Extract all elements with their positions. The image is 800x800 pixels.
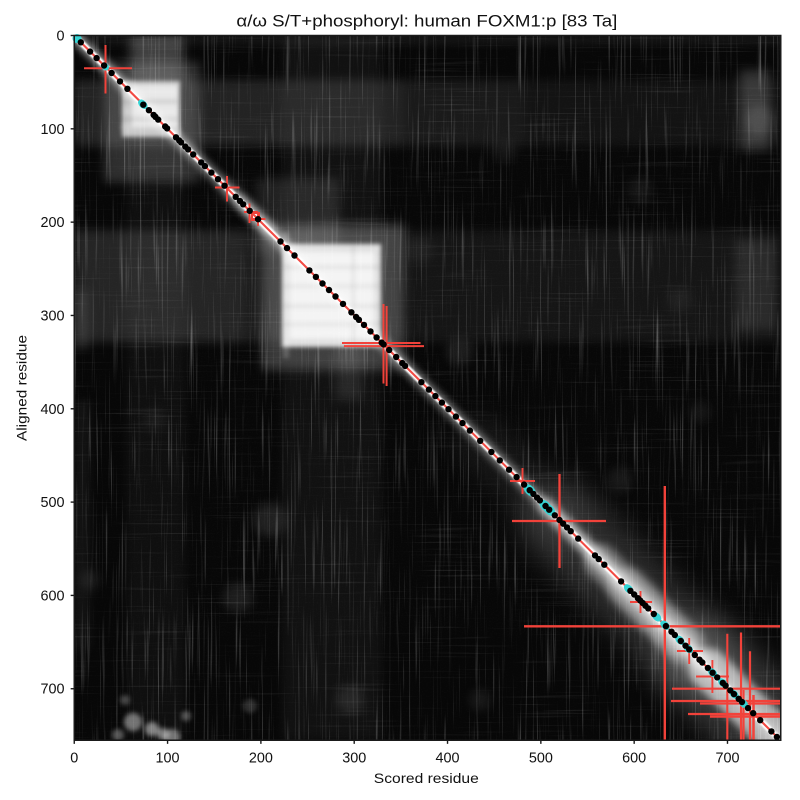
svg-text:400: 400 xyxy=(40,402,64,418)
svg-text:Aligned residue: Aligned residue xyxy=(14,335,29,441)
svg-text:100: 100 xyxy=(156,750,180,766)
svg-text:200: 200 xyxy=(40,215,64,231)
svg-text:200: 200 xyxy=(249,750,273,766)
svg-text:Scored residue: Scored residue xyxy=(374,771,479,786)
svg-text:500: 500 xyxy=(529,750,553,766)
svg-text:100: 100 xyxy=(40,122,64,138)
svg-text:0: 0 xyxy=(70,750,78,766)
svg-text:700: 700 xyxy=(40,682,64,698)
svg-text:500: 500 xyxy=(40,495,64,511)
svg-text:300: 300 xyxy=(342,750,366,766)
svg-text:0: 0 xyxy=(56,29,64,45)
svg-text:600: 600 xyxy=(622,750,646,766)
svg-text:700: 700 xyxy=(715,750,739,766)
svg-text:600: 600 xyxy=(40,588,64,604)
svg-text:300: 300 xyxy=(40,308,64,324)
svg-text:α/ω S/T+phosphoryl: human FOXM: α/ω S/T+phosphoryl: human FOXM1:p [83 Ta… xyxy=(236,13,617,31)
svg-text:400: 400 xyxy=(436,750,460,766)
